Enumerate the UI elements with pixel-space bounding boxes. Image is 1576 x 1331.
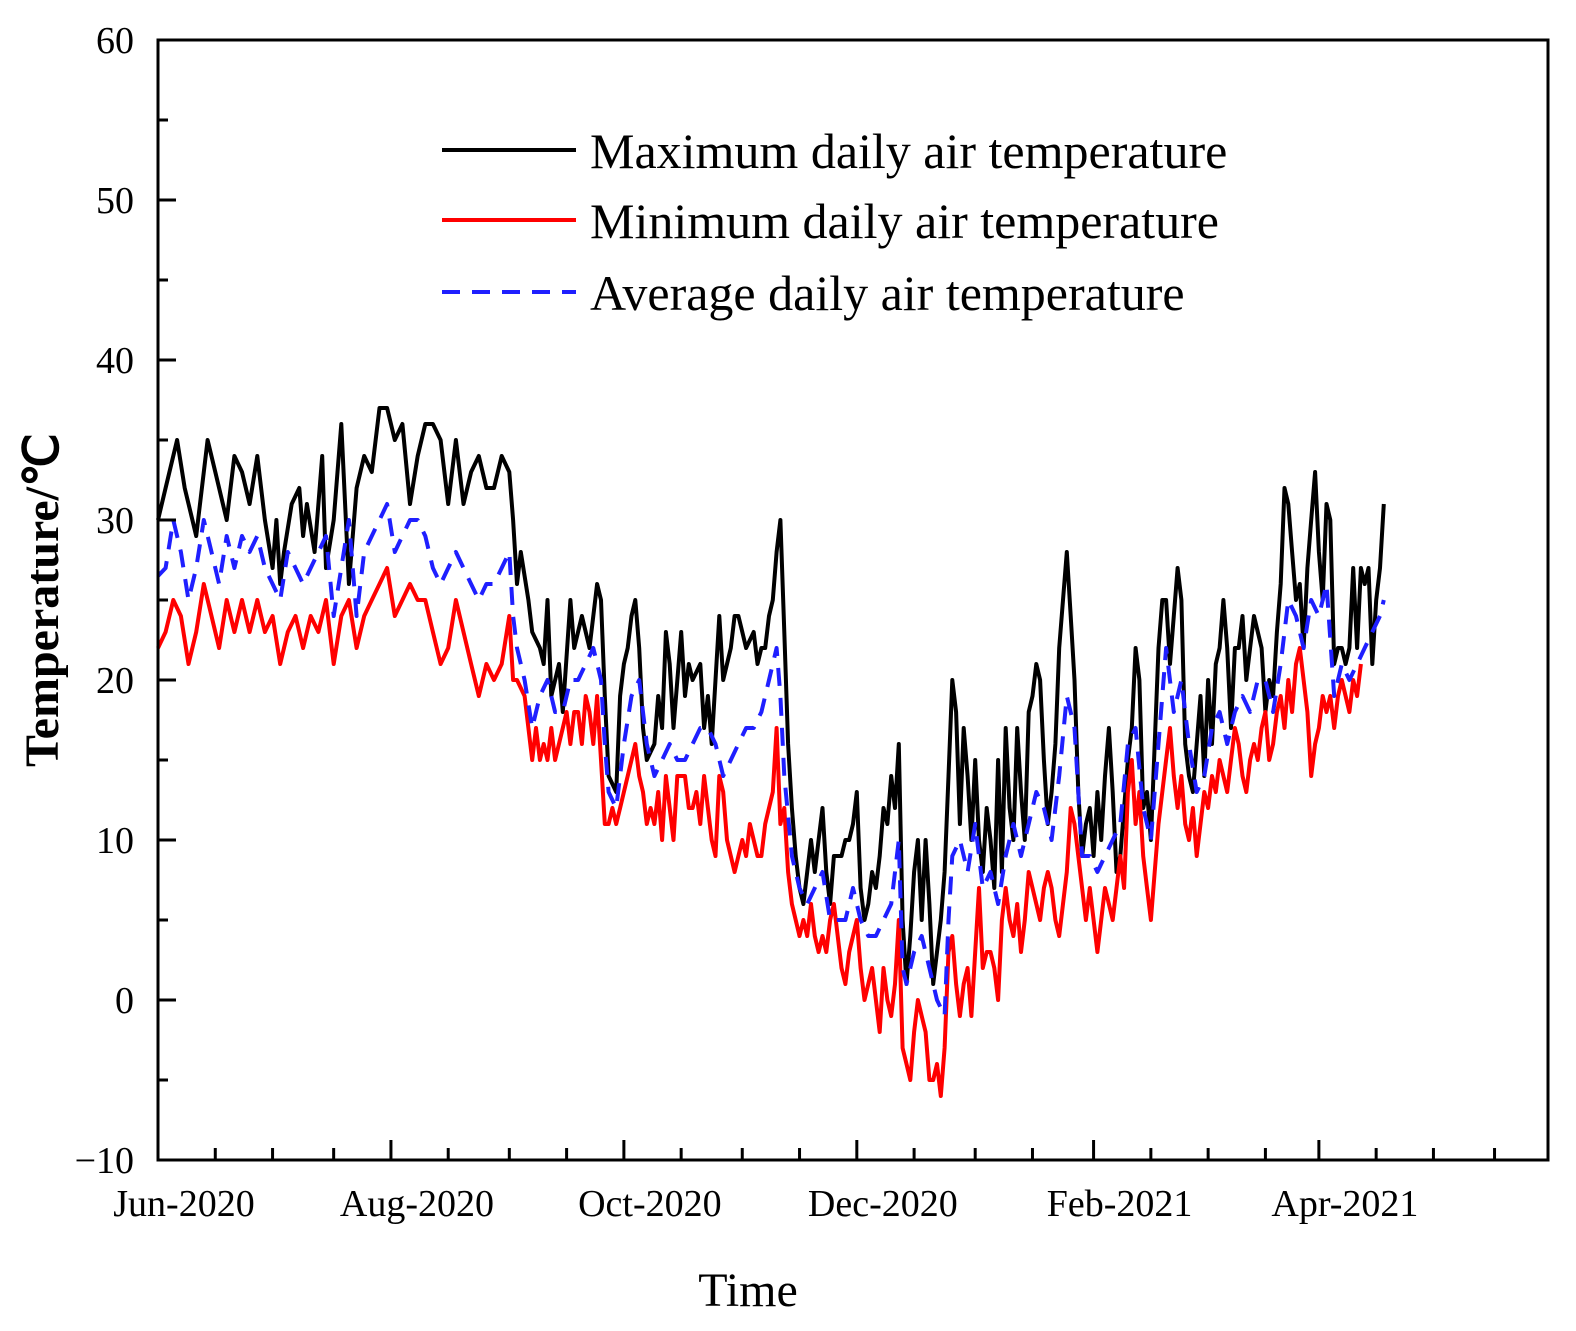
x-axis-title: Time — [698, 1264, 798, 1317]
y-tick-label: 40 — [96, 340, 134, 382]
y-axis-title: Temperature/℃ — [16, 433, 69, 767]
x-axis: Jun-2020 Aug-2020 Oct-2020 Dec-2020 Feb-2021… — [113, 1140, 1497, 1225]
y-tick-label: 10 — [96, 820, 134, 862]
y-axis: −10 0 10 20 30 40 50 60 — [75, 20, 176, 1182]
y-tick-label: 20 — [96, 660, 134, 702]
x-tick-label: Oct-2020 — [578, 1183, 722, 1225]
x-tick-label: Dec-2020 — [808, 1183, 958, 1225]
legend: Maximum daily air temperature Minimum da… — [442, 123, 1227, 321]
x-tick-label: Feb-2021 — [1047, 1183, 1193, 1225]
legend-label-max: Maximum daily air temperature — [590, 123, 1227, 179]
x-tick-label: Apr-2021 — [1271, 1183, 1418, 1225]
x-tick-label: Jun-2020 — [113, 1183, 254, 1225]
series-line-avg — [156, 502, 1386, 1018]
series-line-max — [156, 406, 1386, 986]
y-tick-label: 50 — [96, 180, 134, 222]
legend-label-avg: Average daily air temperature — [590, 265, 1185, 321]
y-tick-label: −10 — [75, 1140, 134, 1182]
legend-label-min: Minimum daily air temperature — [590, 193, 1219, 249]
y-tick-label: 30 — [96, 500, 134, 542]
series-line-min — [156, 566, 1363, 1098]
series-layer — [156, 406, 1386, 1098]
x-tick-label: Aug-2020 — [340, 1183, 494, 1225]
y-tick-label: 0 — [115, 980, 134, 1022]
y-tick-label: 60 — [96, 20, 134, 62]
